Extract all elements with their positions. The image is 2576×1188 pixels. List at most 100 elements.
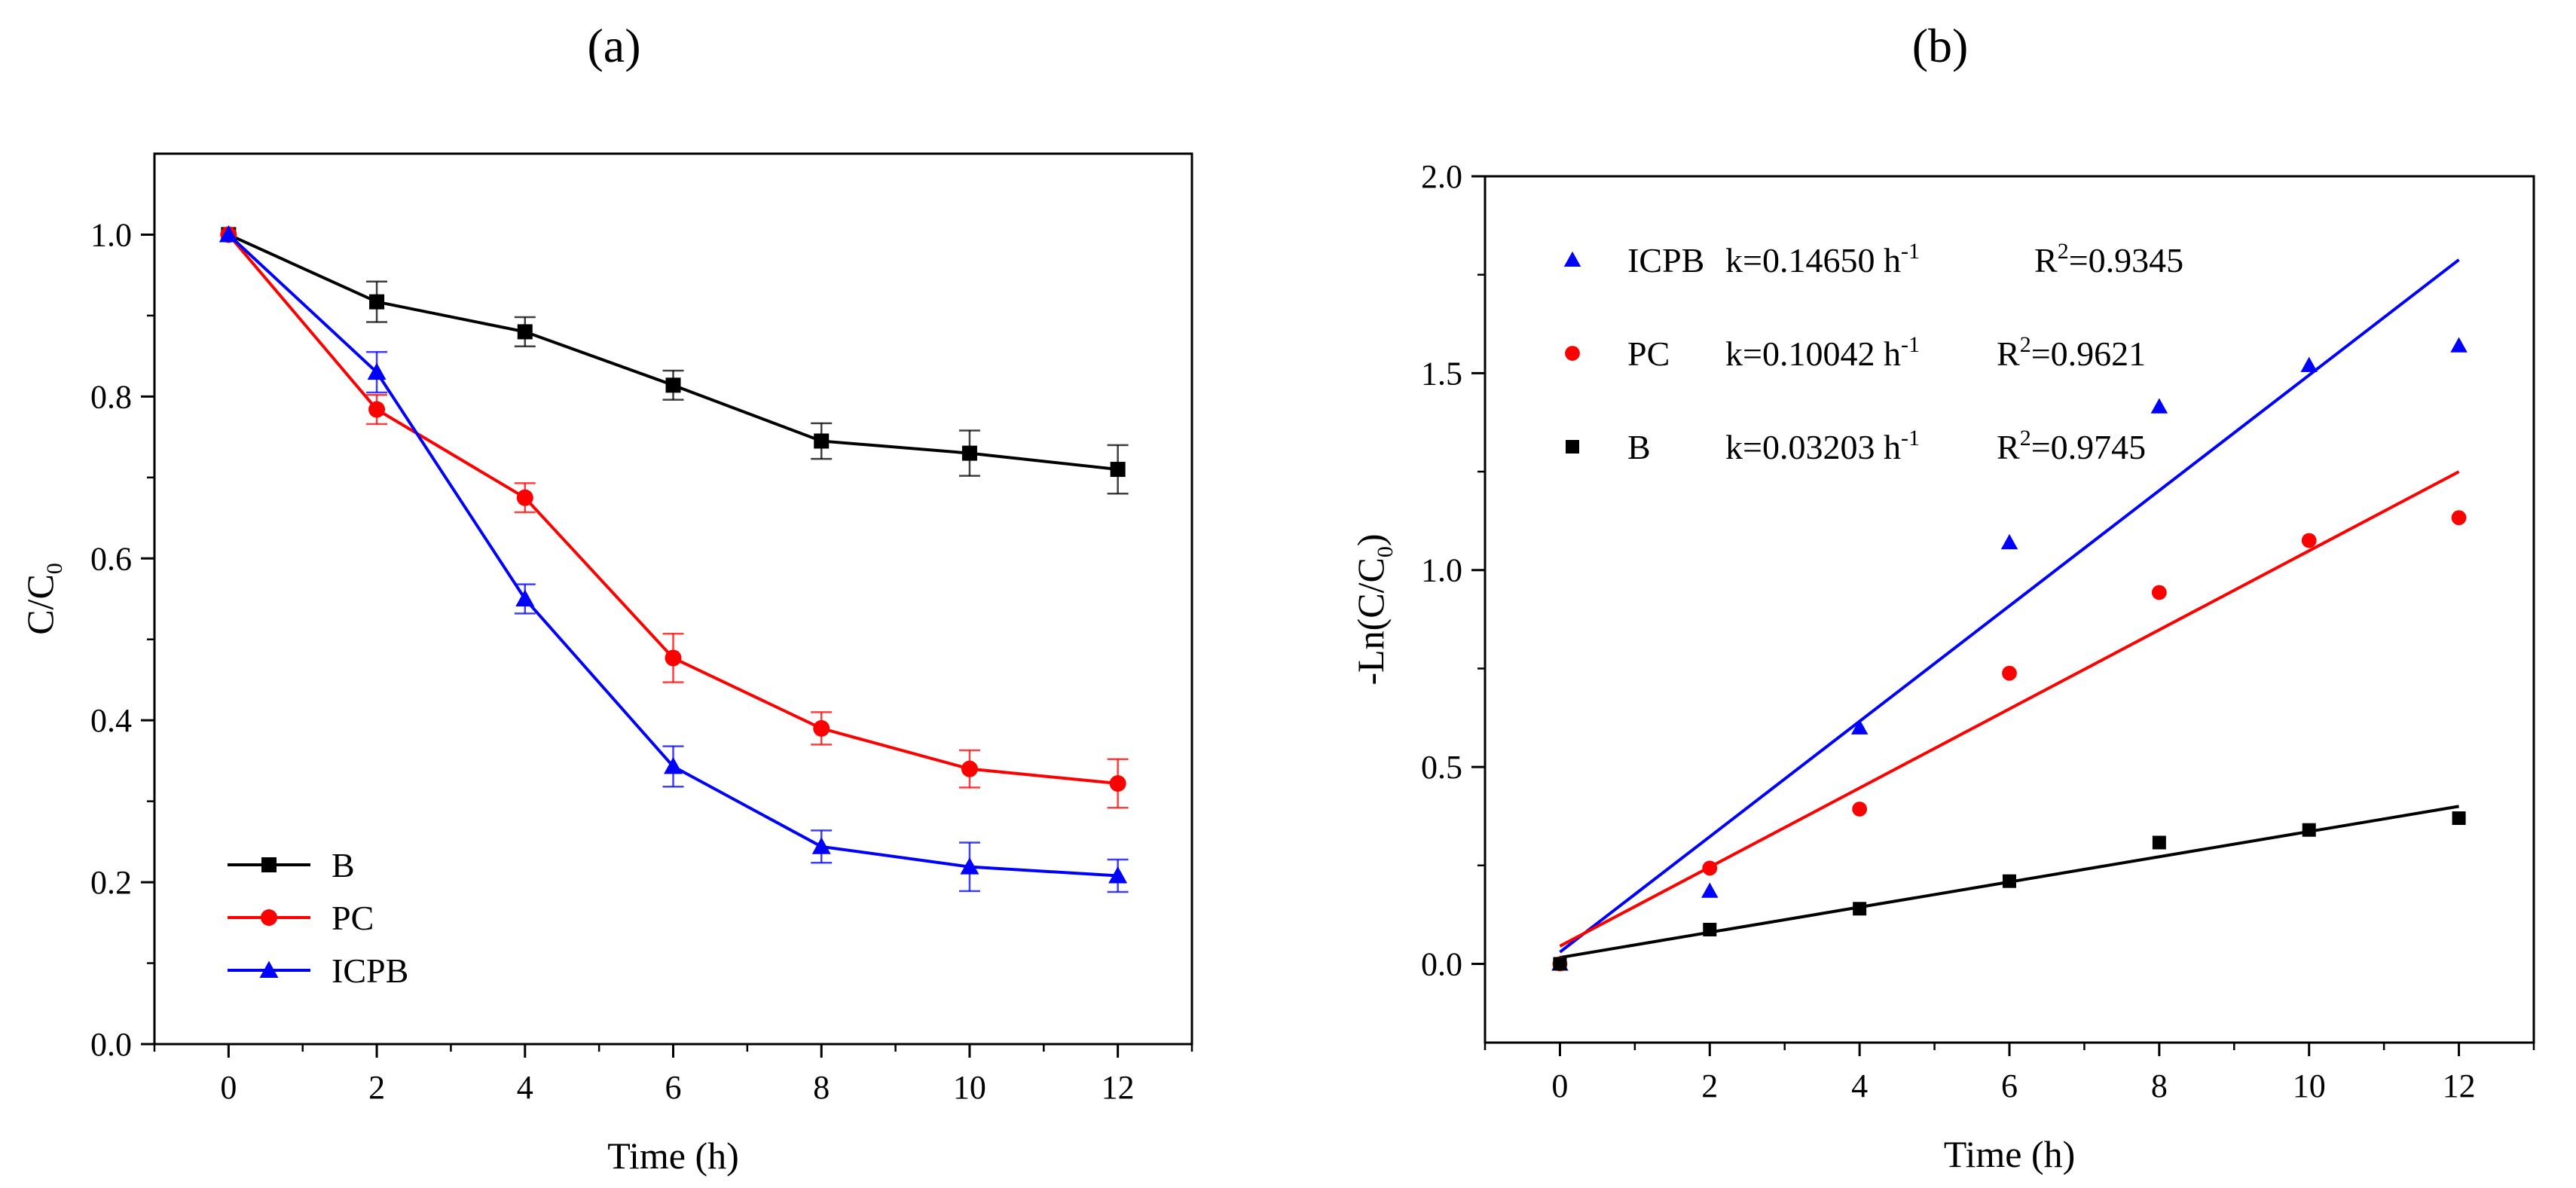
a-y-tick-label-4: 0.8 [90, 378, 132, 415]
legend-marker-icpb-fit [1563, 251, 1581, 267]
data-point-b-3 [665, 377, 681, 393]
a-x-tick-label-6: 12 [1102, 1069, 1135, 1106]
legend-k-pc-unit-exponent: -1 [1901, 332, 1920, 357]
panel-a-label: (a) [587, 19, 640, 72]
data-point-icpb-5 [960, 857, 979, 875]
legend-r2-pc-exponent: 2 [2020, 332, 2031, 357]
legend-k-pc-value: k=0.10042 h [1725, 334, 1901, 373]
panel-a-data-layer [218, 224, 1129, 893]
data-point-icpb-3 [2000, 533, 2018, 550]
panel-b-axis-ticks: 0 2 4 6 8 10 12 0.0 0.5 1.0 1.5 2.0 [1421, 158, 2535, 1104]
legend-r2-icpb-exponent: 2 [2058, 239, 2069, 264]
legend-k-icpb-unit-exponent: -1 [1901, 239, 1920, 264]
panel-b-y-axis-title-main: -Ln(C/C [1349, 557, 1392, 685]
data-point-b-1 [369, 294, 385, 310]
legend-label-b: B [332, 846, 355, 884]
panel-b-legend: ICPB k=0.14650 h-1 R2=0.9345 PC k=0.1004… [1563, 239, 2183, 466]
legend-marker-icpb [259, 960, 279, 978]
a-x-tick-label-5: 10 [953, 1069, 986, 1106]
panel-a-chart: (a) 0 2 4 6 8 10 12 0.0 0.2 0.4 0.6 0.8 1.0 Time (h)… [19, 19, 1193, 1177]
data-point-icpb-4 [811, 837, 831, 854]
panel-a-legend: B PC ICPB [228, 846, 408, 990]
legend-symbol-icpb [228, 960, 310, 978]
data-point-icpb-3 [664, 756, 683, 774]
legend-marker-pc-fit [1565, 346, 1580, 361]
data-point-icpb-1 [367, 362, 387, 380]
b-x-tick-label-4: 8 [2151, 1067, 2168, 1104]
data-point-icpb-4 [2150, 398, 2168, 414]
legend-label-icpb: ICPB [332, 951, 408, 990]
b-x-tick-label-0: 0 [1551, 1067, 1568, 1104]
legend-symbol-pc [228, 909, 310, 926]
legend-symbol-b [228, 857, 310, 872]
b-y-tick-label-1: 0.5 [1421, 749, 1462, 786]
panel-b-y-axis-title: -Ln(C/C0) [1349, 533, 1398, 685]
data-point-b-5 [2302, 823, 2316, 837]
legend-k-icpb: k=0.14650 h-1 [1725, 239, 1920, 279]
b-x-tick-label-6: 12 [2443, 1067, 2476, 1104]
data-point-pc-5 [961, 760, 978, 777]
legend-label-pc: PC [332, 899, 374, 937]
legend-symbol-b-fit [1566, 440, 1579, 454]
legend-r2-b-exponent: 2 [2020, 426, 2031, 450]
data-point-pc-5 [2301, 533, 2317, 548]
data-point-icpb-2 [1850, 719, 1869, 734]
legend-r2-b-value: =0.9745 [2031, 428, 2146, 466]
data-point-b-2 [1853, 902, 1867, 916]
legend-marker-b [261, 857, 277, 872]
data-point-icpb-6 [1108, 866, 1128, 884]
data-point-b-3 [2003, 874, 2016, 888]
panel-b-label: (b) [1912, 19, 1969, 72]
legend-item-icpb-fit: ICPB k=0.14650 h-1 R2=0.9345 [1563, 239, 2183, 279]
legend-item-b: B [228, 846, 355, 884]
legend-marker-pc [261, 909, 277, 926]
panel-a-y-axis-title-main: C/C [19, 574, 61, 635]
data-point-icpb-1 [1701, 882, 1719, 898]
a-y-tick-label-3: 0.6 [90, 540, 132, 577]
data-point-b-4 [2152, 835, 2166, 850]
panel-b-data-layer [1551, 258, 2468, 972]
legend-item-pc: PC [228, 899, 374, 937]
b-x-tick-label-3: 6 [2001, 1067, 2018, 1104]
data-point-b-0 [1553, 957, 1567, 971]
legend-r2-pc: R2=0.9621 [1997, 332, 2146, 373]
data-point-b-1 [1703, 922, 1717, 936]
data-point-pc-4 [2151, 585, 2167, 600]
panel-a-x-axis-title: Time (h) [607, 1135, 739, 1177]
a-y-tick-label-1: 0.2 [90, 864, 132, 901]
b-y-tick-label-2: 1.0 [1421, 552, 1462, 589]
data-point-pc-3 [665, 649, 682, 667]
legend-k-b-unit-exponent: -1 [1901, 426, 1920, 450]
panel-a-axis-ticks: 0 2 4 6 8 10 12 0.0 0.2 0.4 0.6 0.8 1.0 [90, 216, 1193, 1106]
legend-r2-icpb: R2=0.9345 [2034, 239, 2183, 279]
data-point-b-4 [814, 433, 830, 449]
legend-label-icpb-fit: ICPB [1627, 241, 1704, 279]
data-point-icpb-5 [2300, 356, 2318, 372]
a-y-tick-label-2: 0.4 [90, 702, 132, 739]
b-y-tick-label-3: 1.5 [1421, 355, 1462, 392]
b-x-tick-label-2: 4 [1851, 1067, 1868, 1104]
data-point-pc-1 [368, 401, 386, 418]
legend-r2-b: R2=0.9745 [1997, 426, 2146, 466]
b-x-tick-label-1: 2 [1701, 1067, 1718, 1104]
data-point-pc-1 [1702, 860, 1718, 876]
data-point-pc-4 [813, 719, 830, 737]
legend-r2-icpb-value: =0.9345 [2069, 241, 2183, 279]
legend-r2-pc-value: =0.9621 [2031, 334, 2146, 373]
b-y-tick-label-4: 2.0 [1421, 158, 1462, 195]
legend-k-pc: k=0.10042 h-1 [1725, 332, 1920, 373]
b-y-tick-label-0: 0.0 [1421, 945, 1462, 982]
a-x-tick-label-2: 4 [517, 1069, 533, 1106]
data-point-b-6 [1110, 462, 1126, 478]
legend-item-pc-fit: PC k=0.10042 h-1 R2=0.9621 [1565, 332, 2146, 373]
panel-b-y-axis-title-subscript: 0 [1373, 546, 1398, 557]
data-point-b-5 [961, 445, 977, 461]
data-point-pc-6 [1109, 774, 1126, 792]
legend-k-b: k=0.03203 h-1 [1725, 426, 1920, 466]
legend-item-b-fit: B k=0.03203 h-1 R2=0.9745 [1566, 426, 2146, 466]
a-x-tick-label-0: 0 [220, 1069, 237, 1106]
data-point-b-2 [517, 324, 533, 340]
a-y-tick-label-0: 0.0 [90, 1026, 132, 1063]
data-point-pc-3 [2002, 665, 2017, 681]
